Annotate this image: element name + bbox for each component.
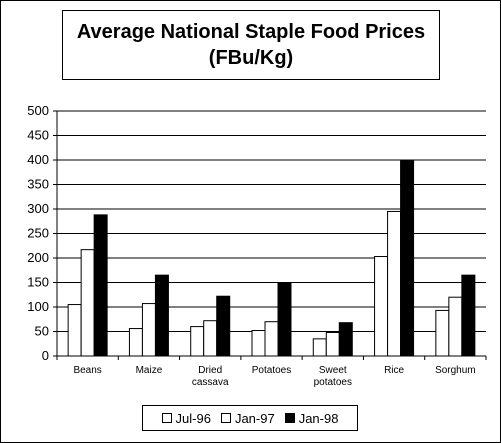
x-tick-label: Dried cassava (192, 365, 229, 388)
bar (312, 338, 327, 357)
x-tick-label: Potatoes (252, 365, 291, 376)
x-tick-label: Sorghum (435, 365, 476, 376)
bar (400, 160, 415, 357)
y-tick-label: 300 (27, 201, 49, 216)
legend-label: Jan-97 (234, 410, 275, 426)
bar (67, 304, 82, 357)
bar (190, 326, 205, 357)
legend-swatch (220, 413, 231, 423)
bar (338, 322, 353, 357)
legend-label: Jul-96 (175, 410, 211, 426)
x-tick-label: Rice (384, 365, 404, 376)
legend-item: Jan-98 (284, 410, 339, 426)
bar (141, 303, 156, 357)
x-tick-label: Sweet potatoes (314, 365, 352, 388)
bar (435, 309, 450, 357)
legend-swatch (284, 413, 295, 423)
legend-item: Jan-97 (220, 410, 275, 426)
bar (264, 321, 279, 357)
bar (80, 249, 95, 357)
y-tick-label: 350 (27, 177, 49, 192)
y-tick-label: 200 (27, 250, 49, 265)
bar (93, 214, 108, 357)
bar (128, 328, 143, 357)
y-tick-label: 250 (27, 226, 49, 241)
bar (154, 274, 169, 357)
chart-title-box: Average National Staple Food Prices (FBu… (62, 10, 440, 80)
chart-title-line2: (FBu/Kg) (208, 47, 294, 69)
y-tick-label: 0 (42, 348, 49, 363)
bar (251, 330, 266, 357)
chart-title-line1: Average National Staple Food Prices (76, 21, 426, 43)
legend-swatch (161, 413, 172, 423)
y-tick-label: 500 (27, 103, 49, 118)
bar (387, 210, 402, 357)
bar (374, 256, 389, 357)
bar (277, 282, 292, 357)
y-tick-label: 400 (27, 152, 49, 167)
legend-label: Jan-98 (298, 410, 339, 426)
y-tick-label: 450 (27, 128, 49, 143)
legend: Jul-96 Jan-97 Jan-98 (142, 405, 358, 431)
y-tick-label: 150 (27, 275, 49, 290)
legend-item: Jul-96 (161, 410, 211, 426)
bar (461, 274, 476, 357)
y-tick-label: 100 (27, 299, 49, 314)
bar (203, 320, 218, 357)
bar (216, 295, 231, 357)
x-tick-label: Maize (136, 365, 163, 376)
bar (325, 331, 340, 357)
x-tick-label: Beans (73, 365, 101, 376)
y-tick-label: 50 (35, 324, 49, 339)
bar (448, 296, 463, 357)
